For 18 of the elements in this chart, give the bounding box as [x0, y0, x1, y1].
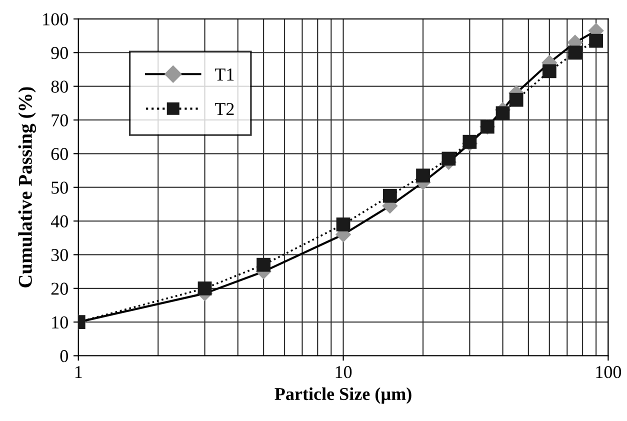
y-tick-label: 0 [60, 350, 68, 362]
y-tick-label: 40 [50, 215, 68, 228]
legend-label: T1 [214, 68, 234, 80]
y-tick-label: 20 [51, 282, 68, 295]
y-axis-title: Cumulative Passing (%) [18, 87, 36, 288]
y-tick-label: 100 [43, 13, 68, 26]
legend-label: T2 [214, 103, 234, 115]
x-tick-label: 100 [596, 366, 622, 378]
y-tick-label: 30 [51, 248, 68, 262]
y-tick-label: 60 [51, 148, 68, 160]
y-tick-label: 70 [52, 114, 68, 126]
x-tick-label: 10 [336, 366, 352, 378]
x-axis-title: Particle Size (µm) [274, 387, 412, 404]
y-tick-label: 50 [52, 182, 68, 194]
y-tick-label: 90 [51, 46, 68, 60]
y-tick-label: 80 [51, 80, 68, 93]
y-tick-label: 10 [52, 316, 68, 329]
x-tick-label: 1 [75, 366, 82, 378]
